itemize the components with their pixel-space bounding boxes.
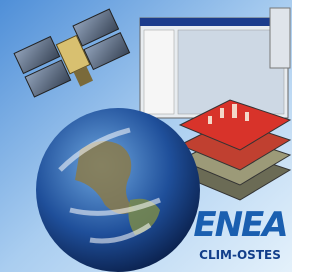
earth xyxy=(36,108,200,272)
illustration: ENEA CLIM-OSTES xyxy=(0,0,292,272)
page: ENEA CLIM-OSTES (() => { const data = JS… xyxy=(0,0,292,272)
logo-name: ENEA xyxy=(193,205,286,245)
logo: ENEA CLIM-OSTES xyxy=(193,205,286,262)
logo-subtitle: CLIM-OSTES xyxy=(199,248,281,262)
software-window xyxy=(140,8,290,118)
